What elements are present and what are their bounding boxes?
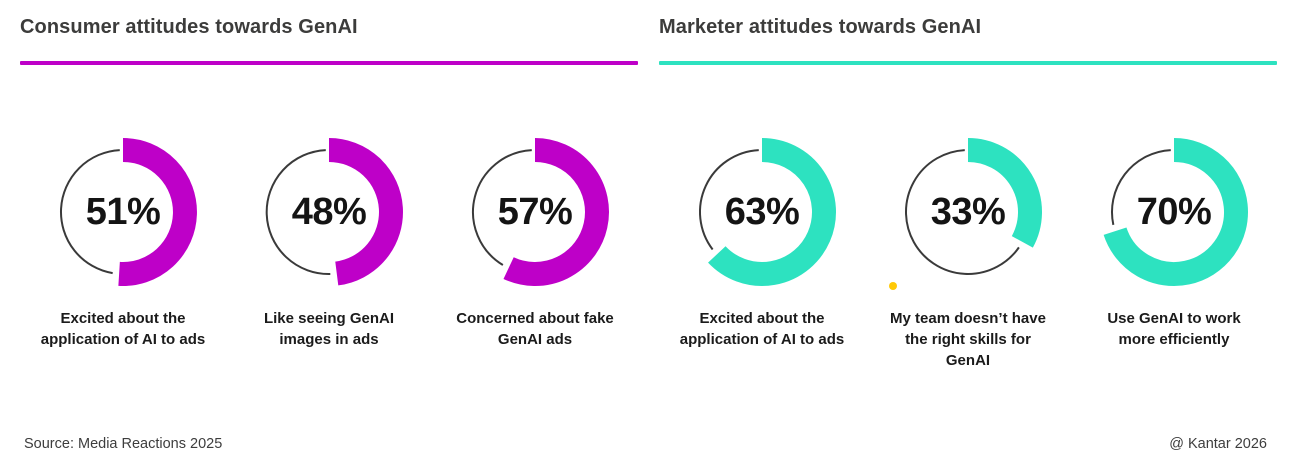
gauge-track [1110,149,1171,226]
gauge-value: 63% [724,190,800,233]
donut-svg [471,138,609,286]
gauge-excited-consumer: 51% Excited about the application of AI … [20,137,226,350]
gauge-label: Excited about the application of AI to a… [679,310,845,348]
donut-chart: 48% [254,137,404,287]
gauge-row-consumer: 51% Excited about the application of AI … [20,137,638,350]
gauge-label: My team doesn’t have the right skills fo… [890,310,1046,369]
donut-svg [1103,138,1248,286]
donut-svg [699,138,836,286]
gauge-label: Like seeing GenAI images in ads [263,310,395,348]
gauge-value: 48% [291,190,367,233]
gauge-arc [1103,138,1248,286]
gauge-arc [503,138,609,286]
gauge-arc [967,138,1042,248]
copyright-text: @ Kantar 2026 [1169,436,1267,452]
section-title-consumer: Consumer attitudes towards GenAI [20,16,358,38]
gauge-like-genai-images: 48% Like seeing GenAI images in ads [226,137,432,350]
donut-svg [60,138,197,286]
gauge-arc [328,138,403,286]
gauge-track [60,149,120,275]
section-divider-consumer [20,61,638,65]
gauge-value: 51% [85,190,161,233]
gauge-label: Excited about the application of AI to a… [40,310,206,348]
gauge-label: Use GenAI to work more efficiently [1107,310,1241,348]
gauge-arc [708,138,836,286]
gauge-work-efficiently: 70% Use GenAI to work more efficiently [1071,137,1277,371]
gauge-track [699,149,759,251]
donut-chart: 51% [48,137,198,287]
section-marketer: Marketer attitudes towards GenAI 63% Exc… [659,15,1277,371]
gauge-label: Concerned about fake GenAI ads [456,310,614,348]
decorative-dot [889,282,897,290]
gauge-value: 33% [930,190,1006,233]
donut-svg [265,138,403,286]
donut-chart: 33% [893,137,1043,287]
section-divider-marketer [659,61,1277,65]
gauge-value: 70% [1136,190,1212,233]
donut-chart: 70% [1099,137,1249,287]
gauge-row-marketer: 63% Excited about the application of AI … [659,137,1277,371]
chart-sections: Consumer attitudes towards GenAI 51% Exc… [20,15,1277,371]
gauge-team-skills: 33% My team doesn’t have the right skill… [865,137,1071,371]
donut-chart: 63% [687,137,837,287]
gauge-excited-marketer: 63% Excited about the application of AI … [659,137,865,371]
gauge-track [265,149,331,275]
source-text: Source: Media Reactions 2025 [24,436,223,452]
section-title-marketer: Marketer attitudes towards GenAI [659,16,982,38]
donut-chart: 57% [460,137,610,287]
gauge-value: 57% [497,190,573,233]
gauge-arc [118,138,197,286]
gauge-track [905,149,1020,275]
section-consumer: Consumer attitudes towards GenAI 51% Exc… [20,15,638,371]
donut-svg [905,138,1042,275]
gauge-concerned-fake-ads: 57% Concerned about fake GenAI ads [432,137,638,350]
gauge-track [471,149,532,266]
